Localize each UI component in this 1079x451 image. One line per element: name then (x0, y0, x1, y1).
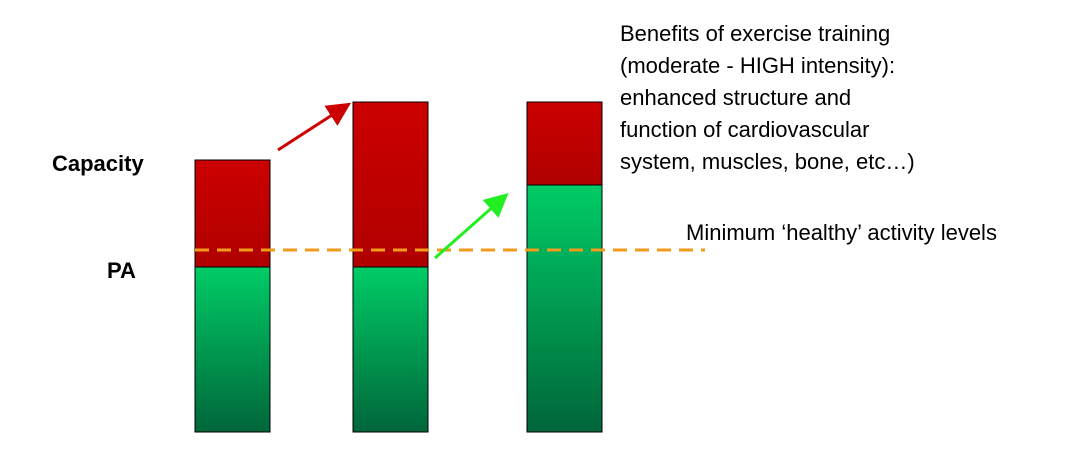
capacity-segment (352, 101, 429, 268)
annotation-line: system, muscles, bone, etc…) (620, 149, 915, 174)
pa-segment (194, 266, 271, 433)
annotation-line: function of cardiovascular (620, 117, 869, 142)
capacity-label: Capacity (52, 151, 144, 176)
annotation-line: enhanced structure and (620, 85, 851, 110)
annotation-line: Benefits of exercise training (620, 21, 890, 46)
pa-segment (352, 266, 429, 433)
arrow (434, 193, 509, 260)
capacity-segment (526, 101, 603, 186)
pa-label: PA (107, 258, 136, 283)
annotation-line: (moderate - HIGH intensity): (620, 53, 895, 78)
arrow (277, 102, 352, 152)
pa-segment (526, 184, 603, 433)
threshold-label: Minimum ‘healthy’ activity levels (686, 220, 997, 245)
